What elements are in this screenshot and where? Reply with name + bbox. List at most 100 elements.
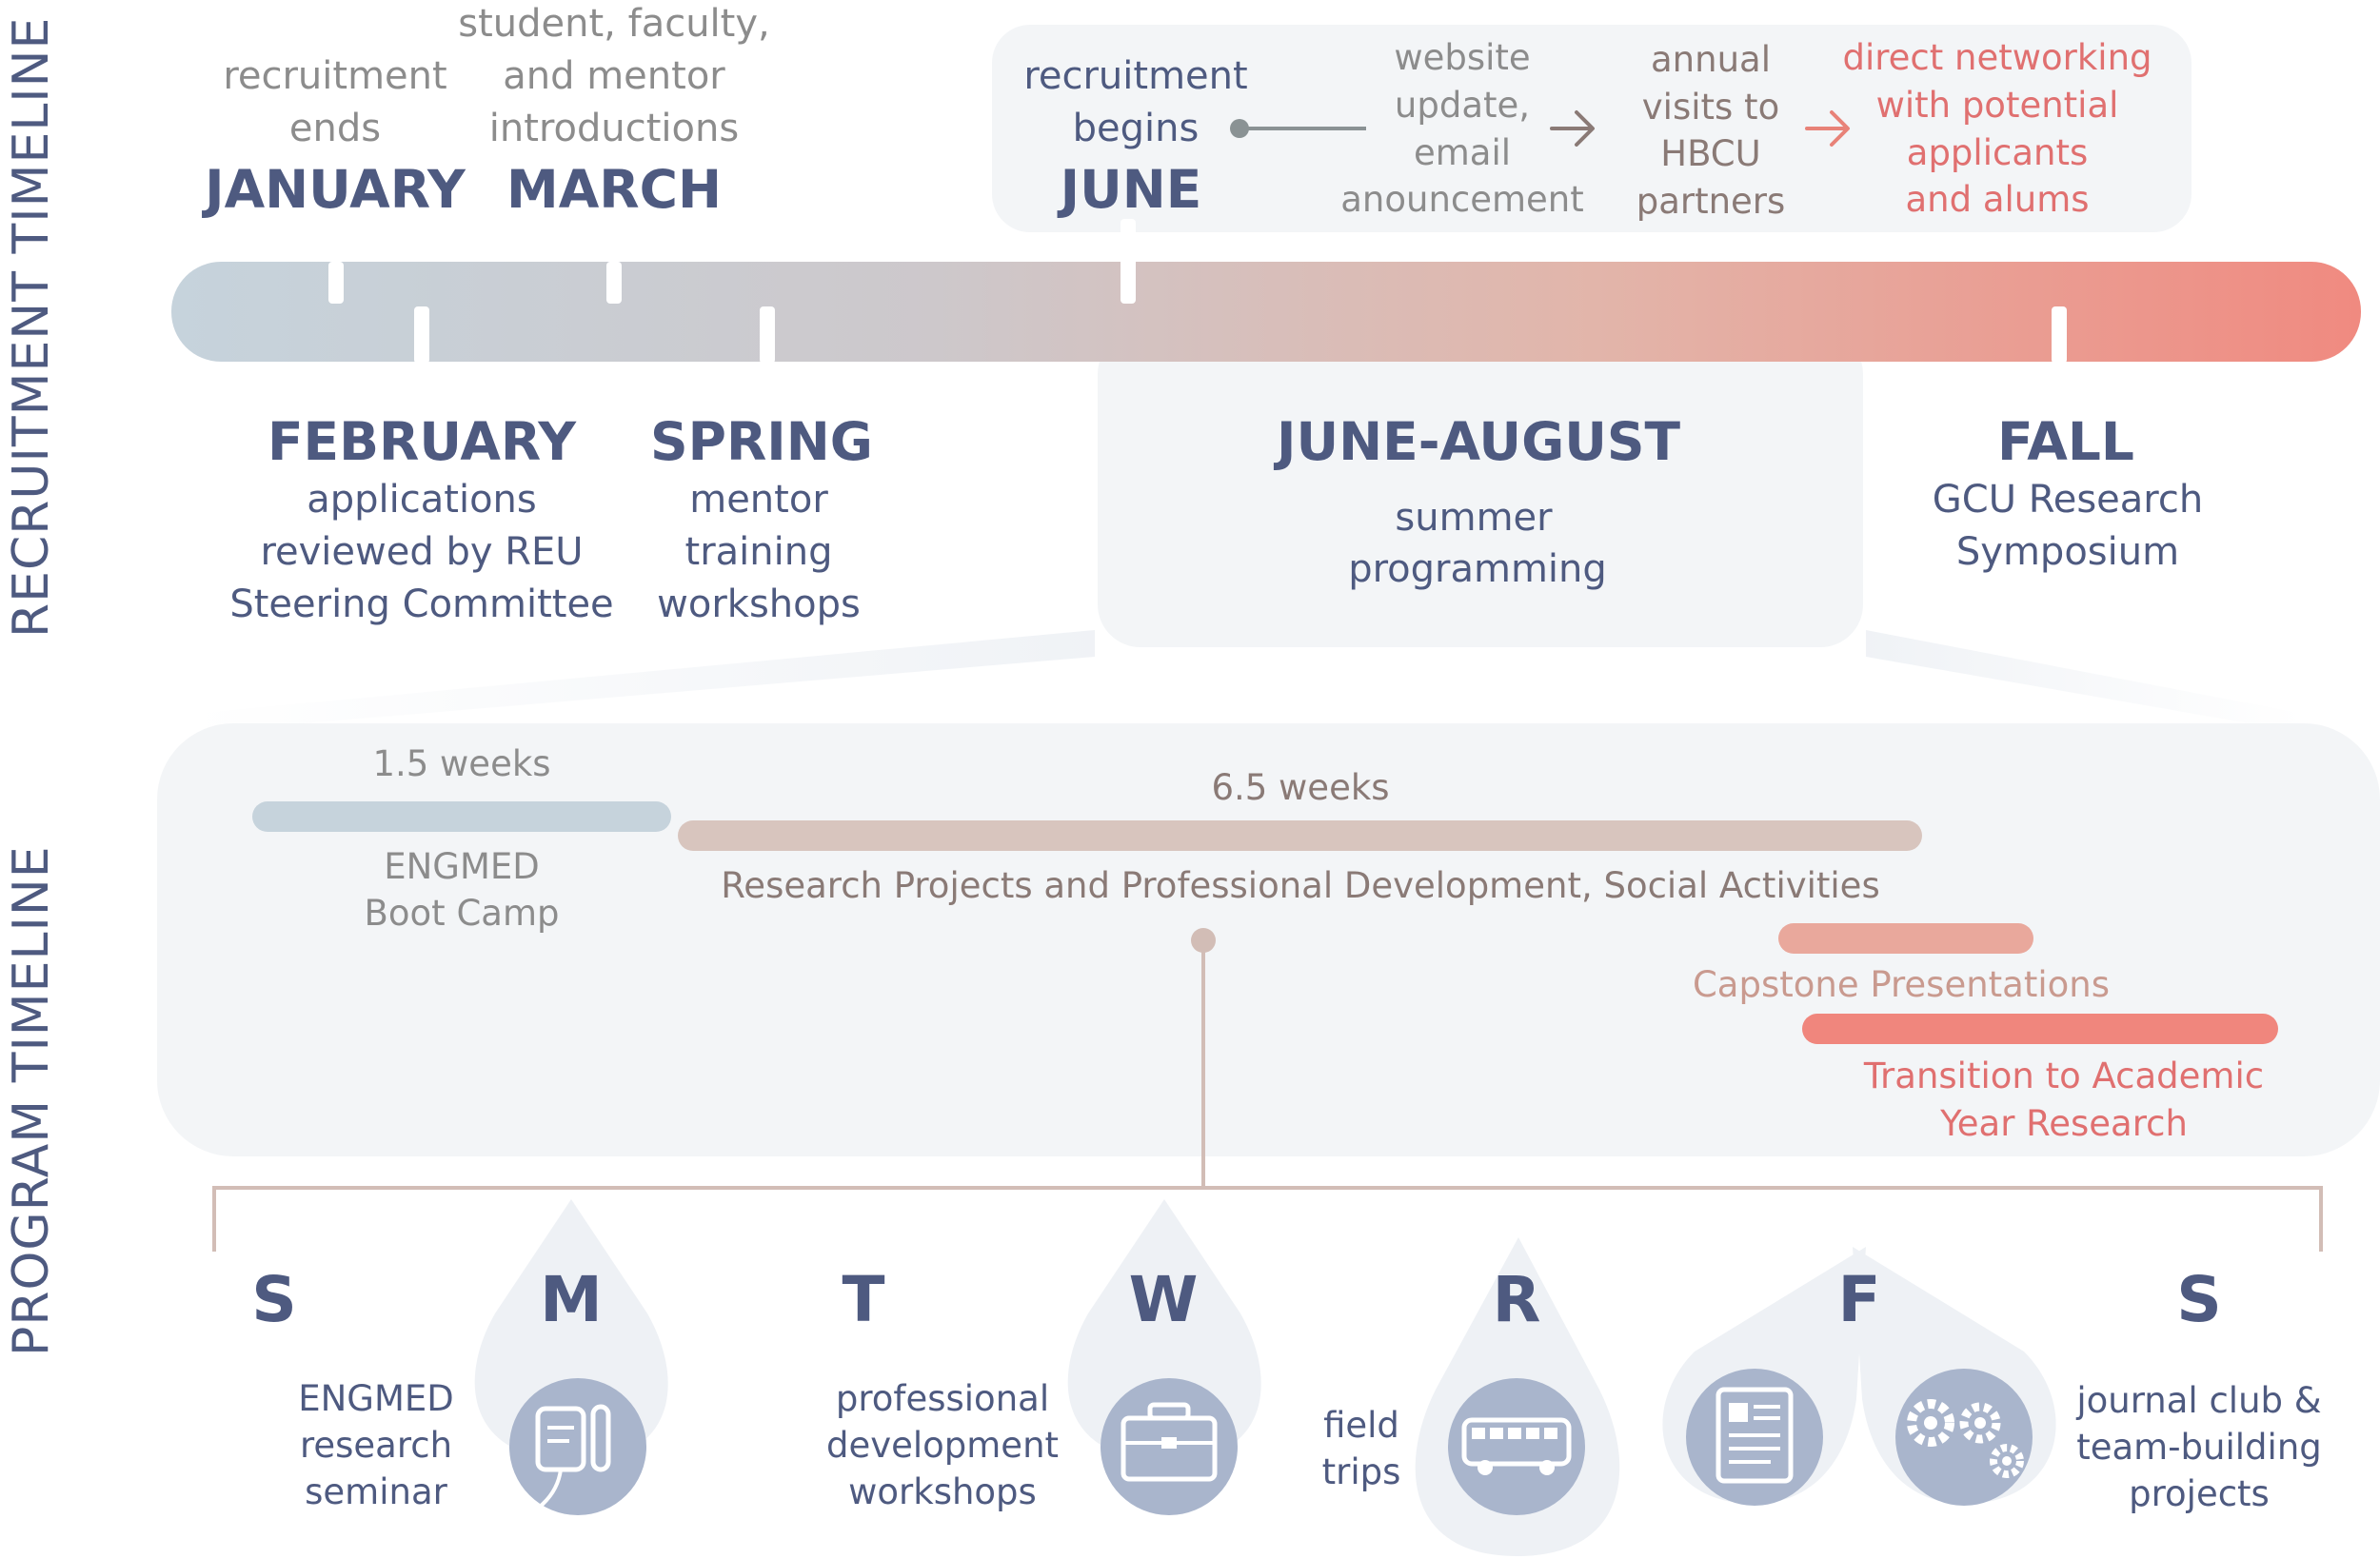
svg-text:Transition to Academic: Transition to Academic: [1863, 1056, 2264, 1096]
arrow-right-icon: [1805, 110, 1850, 147]
medical-device-icon: [509, 1378, 646, 1525]
svg-text:annual: annual: [1651, 39, 1771, 80]
svg-text:development: development: [826, 1425, 1059, 1466]
svg-text:trips: trips: [1322, 1451, 1401, 1492]
svg-text:email: email: [1414, 132, 1511, 173]
spring-milestone: SPRING mentor training workshops: [650, 411, 873, 626]
svg-text:and alums: and alums: [1905, 179, 2089, 220]
svg-text:anouncement: anouncement: [1340, 179, 1584, 220]
svg-text:professional: professional: [836, 1378, 1049, 1419]
recruitment-ticks-bottom: [414, 306, 2067, 364]
svg-text:student, faculty,: student, faculty,: [458, 2, 769, 46]
day-friday: F: [1837, 1263, 1880, 1336]
website-update-step: website update, email anouncement: [1340, 37, 1584, 220]
svg-text:6.5 weeks: 6.5 weeks: [1211, 767, 1389, 808]
research-label: 6.5 weeks Research Projects and Professi…: [721, 767, 1879, 906]
direct-networking-step: direct networking with potential applica…: [1842, 37, 2152, 220]
svg-text:partners: partners: [1636, 181, 1786, 222]
svg-text:ENGMED: ENGMED: [298, 1378, 454, 1419]
svg-text:mentor: mentor: [689, 478, 828, 522]
day-tuesday: T: [842, 1263, 884, 1336]
recruitment-timeline-title: RECRUITMENT TIMELINE: [3, 17, 60, 638]
svg-text:recruitment: recruitment: [223, 54, 446, 98]
svg-text:FALL: FALL: [1997, 411, 2134, 472]
fall-milestone: FALL GCU Research Symposium: [1933, 411, 2203, 574]
svg-text:summer: summer: [1395, 496, 1553, 540]
svg-text:ends: ends: [289, 107, 381, 150]
briefcase-icon: [1101, 1378, 1238, 1515]
svg-text:ENGMED: ENGMED: [384, 846, 540, 887]
svg-text:Steering Committee: Steering Committee: [229, 582, 613, 626]
svg-text:JANUARY: JANUARY: [201, 159, 466, 220]
summer-connector-left: [190, 630, 1095, 733]
summer-connector-right: [1866, 630, 2304, 733]
svg-text:team-building: team-building: [2076, 1427, 2322, 1468]
day-wednesday: W: [1129, 1263, 1199, 1336]
bootcamp-label: 1.5 weeks ENGMED Boot Camp: [365, 743, 560, 934]
svg-text:MARCH: MARCH: [506, 159, 722, 220]
svg-text:research: research: [300, 1425, 452, 1466]
svg-text:GCU Research: GCU Research: [1933, 478, 2203, 522]
svg-text:Symposium: Symposium: [1956, 530, 2179, 574]
svg-text:Boot Camp: Boot Camp: [365, 893, 560, 934]
svg-text:visits to: visits to: [1642, 87, 1779, 128]
january-milestone: recruitment ends JANUARY: [201, 54, 466, 220]
thursday-activity: field trips: [1322, 1405, 1401, 1492]
svg-text:programming: programming: [1348, 547, 1607, 591]
day-thursday: R: [1493, 1263, 1541, 1336]
week-connector-dot: [1191, 928, 1216, 953]
research-bar: [678, 820, 1922, 851]
svg-text:FEBRUARY: FEBRUARY: [268, 411, 577, 472]
svg-text:applicants: applicants: [1907, 132, 2088, 173]
svg-text:applications: applications: [307, 478, 536, 522]
svg-text:SPRING: SPRING: [650, 411, 873, 472]
march-milestone: student, faculty, and mentor introductio…: [458, 2, 769, 220]
svg-text:projects: projects: [2129, 1473, 2270, 1514]
svg-text:Research Projects and Professi: Research Projects and Professional Devel…: [721, 865, 1879, 906]
svg-text:training: training: [685, 530, 833, 574]
bus-icon: [1448, 1378, 1585, 1515]
svg-text:reviewed by REU: reviewed by REU: [260, 530, 583, 574]
svg-text:1.5 weeks: 1.5 weeks: [372, 743, 550, 784]
transition-label: Transition to Academic Year Research: [1863, 1056, 2264, 1144]
svg-text:journal club &: journal club &: [2075, 1380, 2321, 1421]
gears-icon: [1895, 1369, 2033, 1506]
june-milestone: recruitment begins JUNE: [1023, 54, 1247, 220]
day-sunday: S: [251, 1263, 297, 1336]
capstone-bar: [1778, 923, 2033, 954]
svg-text:workshops: workshops: [848, 1471, 1037, 1512]
svg-text:direct networking: direct networking: [1842, 37, 2152, 78]
hbcu-visits-step: annual visits to HBCU partners: [1636, 39, 1786, 222]
teardrop-backgrounds: [474, 1199, 2056, 1556]
summer-programming-box: [1092, 326, 1869, 653]
svg-text:update,: update,: [1395, 85, 1530, 126]
svg-text:begins: begins: [1073, 107, 1200, 150]
svg-text:and mentor: and mentor: [503, 54, 725, 98]
bootcamp-bar: [252, 801, 671, 832]
monday-activity: ENGMED research seminar: [298, 1378, 454, 1512]
day-monday: M: [540, 1263, 603, 1336]
recruitment-timeline-bar: [171, 262, 2361, 362]
february-milestone: FEBRUARY applications reviewed by REU St…: [229, 411, 613, 626]
recruitment-flow-connector: [1230, 119, 1366, 138]
svg-text:HBCU: HBCU: [1660, 133, 1760, 174]
week-connector: [212, 940, 2323, 1252]
svg-text:JUNE-AUGUST: JUNE-AUGUST: [1273, 411, 1681, 472]
svg-text:field: field: [1323, 1405, 1399, 1446]
capstone-label: Capstone Presentations: [1693, 964, 2110, 1005]
svg-text:seminar: seminar: [305, 1471, 447, 1512]
svg-text:introductions: introductions: [489, 107, 739, 150]
program-timeline-title: PROGRAM TIMELINE: [3, 845, 60, 1356]
document-icon: [1686, 1369, 1823, 1506]
svg-text:website: website: [1394, 37, 1530, 78]
svg-text:Year Research: Year Research: [1939, 1103, 2188, 1144]
svg-text:workshops: workshops: [657, 582, 861, 626]
summer-milestone: JUNE-AUGUST summer programming: [1273, 411, 1681, 591]
svg-text:JUNE: JUNE: [1057, 159, 1202, 220]
saturday-activity: journal club & team-building projects: [2075, 1380, 2321, 1514]
transition-bar: [1802, 1014, 2278, 1044]
arrow-right-icon: [1550, 110, 1595, 147]
recruitment-ticks-top: [328, 219, 1136, 304]
day-saturday: S: [2176, 1263, 2222, 1336]
svg-text:recruitment: recruitment: [1023, 54, 1247, 98]
